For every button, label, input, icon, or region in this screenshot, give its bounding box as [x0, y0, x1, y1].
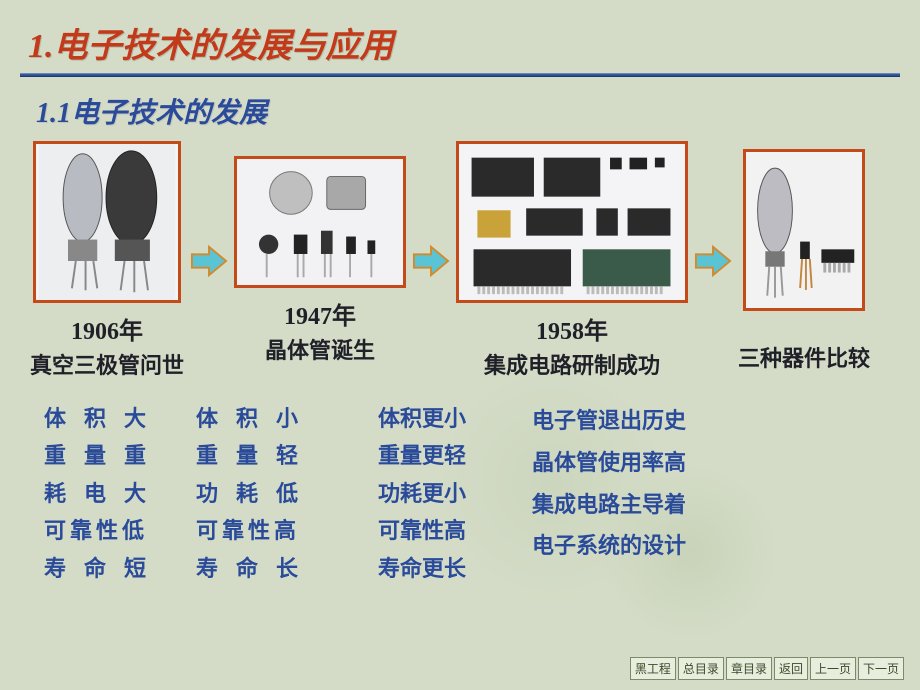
timeline-arrow	[190, 244, 228, 278]
feature-line: 集成电路主导着	[532, 484, 686, 526]
timeline-row: 1906年真空三极管问世 1947年晶体管诞生	[0, 141, 920, 380]
feature-line: 电子系统的设计	[532, 525, 686, 567]
timeline-caption: 集成电路研制成功	[484, 348, 660, 380]
page-title: 1.电子技术的发展与应用	[0, 0, 920, 73]
timeline-item: 三种器件比较	[738, 149, 870, 373]
timeline-year: 1947年	[284, 296, 356, 331]
nav-button[interactable]: 上一页	[810, 657, 856, 680]
timeline-image	[743, 149, 865, 311]
nav-button[interactable]: 下一页	[858, 657, 904, 680]
feature-column: 体积小重量轻功耗低可靠性高寿命长	[196, 400, 300, 587]
feature-line: 重量重	[44, 437, 148, 474]
feature-line: 可靠性高	[378, 512, 466, 549]
timeline-item: 1906年真空三极管问世	[30, 141, 184, 380]
feature-line: 重量轻	[196, 437, 300, 474]
timeline-item: 1958年集成电路研制成功	[456, 141, 688, 380]
nav-button[interactable]: 总目录	[678, 657, 724, 680]
feature-line: 可靠性低	[44, 512, 148, 549]
timeline-caption: 晶体管诞生	[265, 333, 375, 365]
arrow-icon	[694, 244, 732, 278]
timeline-year: 1958年	[536, 311, 608, 346]
bottom-nav: 黑工程总目录章目录返回上一页下一页	[630, 657, 904, 680]
section-subtitle: 1.1电子技术的发展	[0, 85, 920, 141]
feature-line: 耗电大	[44, 475, 148, 512]
timeline-caption: 三种器件比较	[738, 341, 870, 373]
feature-line: 体积更小	[378, 400, 466, 437]
nav-button[interactable]: 章目录	[726, 657, 772, 680]
feature-line: 晶体管使用率高	[532, 442, 686, 484]
title-divider	[20, 73, 900, 77]
feature-line: 功耗更小	[378, 475, 466, 512]
timeline-image	[234, 156, 406, 288]
features-row: 体积大重量重耗电大可靠性低寿命短体积小重量轻功耗低可靠性高寿命长体积更小重量更轻…	[0, 380, 920, 587]
feature-line: 寿命长	[196, 550, 300, 587]
nav-button[interactable]: 返回	[774, 657, 808, 680]
timeline-caption: 真空三极管问世	[30, 348, 184, 380]
timeline-arrow	[694, 244, 732, 278]
arrow-icon	[190, 244, 228, 278]
timeline-image	[33, 141, 181, 303]
feature-line: 重量更轻	[378, 437, 466, 474]
feature-line: 寿命短	[44, 550, 148, 587]
feature-line: 电子管退出历史	[532, 400, 686, 442]
timeline-arrow	[412, 244, 450, 278]
timeline-image	[456, 141, 688, 303]
feature-column: 体积更小重量更轻功耗更小可靠性高寿命更长	[378, 400, 466, 587]
feature-column: 电子管退出历史晶体管使用率高集成电路主导着电子系统的设计	[532, 400, 686, 587]
feature-line: 寿命更长	[378, 550, 466, 587]
feature-line: 体积小	[196, 400, 300, 437]
timeline-year: 1906年	[71, 311, 143, 346]
nav-button[interactable]: 黑工程	[630, 657, 676, 680]
arrow-icon	[412, 244, 450, 278]
feature-line: 可靠性高	[196, 512, 300, 549]
feature-line: 功耗低	[196, 475, 300, 512]
feature-column: 体积大重量重耗电大可靠性低寿命短	[44, 400, 148, 587]
feature-line: 体积大	[44, 400, 148, 437]
timeline-item: 1947年晶体管诞生	[234, 156, 406, 365]
